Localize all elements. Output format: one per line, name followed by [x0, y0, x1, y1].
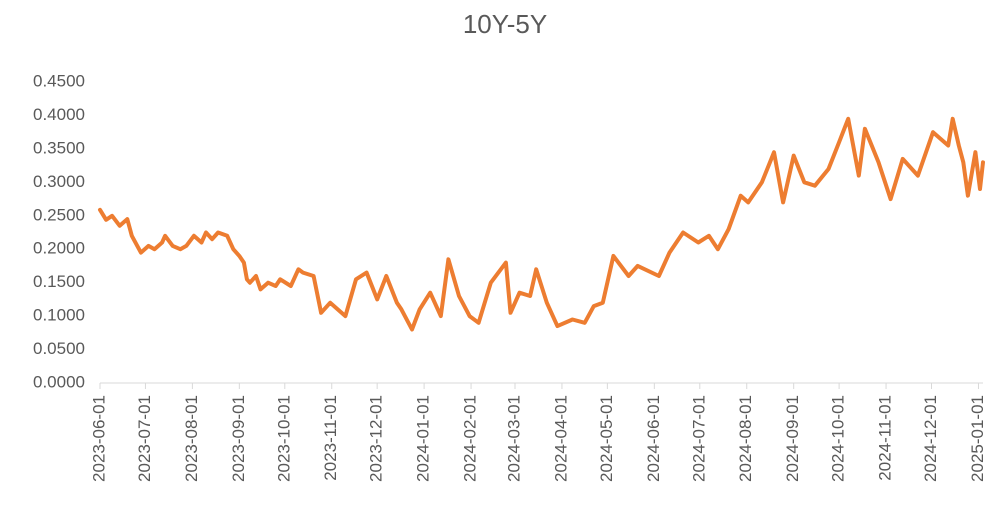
y-tick-label: 0.4500: [33, 71, 85, 90]
y-tick-label: 0.0000: [33, 372, 85, 391]
y-tick-label: 0.1000: [33, 306, 85, 325]
x-tick-label: 2024-10-01: [829, 395, 848, 482]
x-tick-label: 2024-06-01: [644, 395, 663, 482]
x-tick-label: 2023-10-01: [274, 395, 293, 482]
x-tick-label: 2023-11-01: [321, 395, 340, 481]
data-line: [98, 116, 985, 332]
x-tick-label: 2024-05-01: [597, 395, 616, 482]
x-tick-label: 2024-01-01: [414, 395, 433, 482]
x-tick-label: 2024-08-01: [736, 395, 755, 482]
y-tick-label: 0.2000: [33, 239, 85, 258]
x-tick-label: 2024-11-01: [876, 395, 895, 481]
x-tick-label: 2024-07-01: [689, 395, 708, 482]
y-tick-label: 0.2500: [33, 205, 85, 224]
y-tick-label: 0.3500: [33, 138, 85, 157]
x-tick-label: 2023-06-01: [89, 395, 108, 482]
x-tick-label: 2024-03-01: [504, 395, 523, 482]
x-tick-label: 2023-08-01: [182, 395, 201, 482]
x-tick-label: 2024-04-01: [551, 395, 570, 482]
x-tick-label: 2024-09-01: [783, 395, 802, 482]
x-tick-label: 2024-02-01: [461, 395, 480, 482]
y-tick-label: 0.3000: [33, 172, 85, 191]
chart-title: 10Y-5Y: [463, 9, 547, 39]
y-tick-label: 0.0500: [33, 339, 85, 358]
y-tick-label: 0.4000: [33, 105, 85, 124]
x-tick-label: 2023-12-01: [367, 395, 386, 482]
x-tick-label: 2025-01-01: [968, 395, 987, 482]
x-tick-label: 2024-12-01: [921, 395, 940, 482]
x-tick-label: 2023-09-01: [229, 395, 248, 482]
x-tick-label: 2023-07-01: [135, 395, 154, 482]
y-tick-label: 0.1500: [33, 272, 85, 291]
